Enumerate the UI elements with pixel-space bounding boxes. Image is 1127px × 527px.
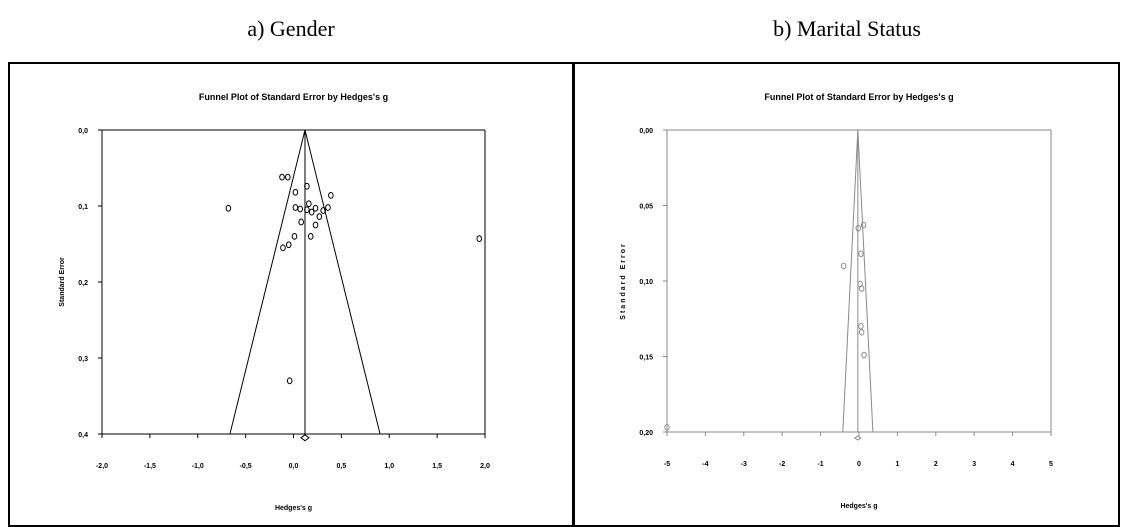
summary-diamond — [300, 434, 310, 442]
x-tick-label: 4 — [1011, 461, 1015, 468]
study-point — [292, 188, 299, 196]
x-tick-label: 2,0 — [480, 463, 490, 470]
x-axis-label: Hedges's g — [840, 503, 877, 510]
study-point — [291, 233, 298, 240]
funnel-plot-gender: Funnel Plot of Standard Error by Hedges'… — [8, 62, 574, 527]
study-point — [855, 224, 861, 232]
study-point — [325, 204, 331, 211]
funnel-right-line — [857, 129, 874, 433]
x-tick-label: -1 — [817, 461, 823, 468]
y-tick-label: 0,10 — [639, 279, 653, 286]
funnel-left-line — [842, 129, 859, 433]
study-point — [312, 204, 319, 212]
x-tick-label: 0,5 — [337, 463, 347, 470]
x-tick-label: 0,0 — [289, 463, 299, 470]
y-axis-label: Standard Error — [620, 242, 627, 319]
funnel-plot-gender-svg: Funnel Plot of Standard Error by Hedges'… — [59, 92, 490, 512]
summary-diamond — [853, 435, 862, 441]
x-tick-label: 5 — [1049, 461, 1053, 468]
funnel-right-line — [304, 129, 381, 435]
x-tick-label: -2,0 — [96, 463, 108, 470]
y-tick-label: 0,05 — [639, 204, 653, 211]
y-tick-label: 0,20 — [639, 430, 653, 437]
y-tick-label: 0,4 — [78, 432, 88, 439]
study-point — [284, 173, 291, 181]
x-tick-label: -0,5 — [240, 463, 252, 470]
study-point — [280, 244, 286, 252]
y-tick-label: 0,15 — [639, 355, 653, 362]
x-tick-label: 1,0 — [384, 463, 394, 470]
caption-gender: a) Gender — [247, 16, 335, 41]
study-point — [858, 285, 865, 292]
study-point — [279, 173, 285, 181]
study-point — [858, 329, 865, 336]
study-point — [297, 205, 304, 213]
study-point — [308, 208, 315, 216]
x-tick-label: 1 — [895, 461, 899, 468]
study-point — [307, 233, 314, 240]
x-tick-label: 3 — [972, 461, 976, 468]
study-point — [225, 204, 232, 212]
study-point — [328, 191, 334, 199]
study-point — [292, 204, 299, 211]
study-point — [285, 241, 292, 249]
study-point — [298, 218, 304, 226]
study-point — [320, 207, 326, 214]
chart-title: Funnel Plot of Standard Error by Hedges'… — [764, 92, 953, 102]
x-tick-label: -2 — [779, 461, 785, 468]
x-tick-label: 2 — [934, 461, 938, 468]
y-tick-label: 0,0 — [78, 128, 88, 135]
y-tick-label: 0,00 — [639, 128, 653, 135]
study-point — [858, 250, 864, 258]
study-point — [476, 235, 483, 243]
y-tick-label: 0,1 — [78, 204, 88, 211]
study-point — [316, 213, 323, 221]
x-tick-label: -4 — [702, 461, 708, 468]
study-point — [858, 323, 864, 330]
study-point — [286, 377, 293, 385]
funnel-plot-marital-status: Funnel Plot of Standard Error by Hedges'… — [574, 62, 1120, 527]
x-tick-label: -5 — [664, 461, 670, 468]
study-point — [312, 221, 319, 229]
y-tick-label: 0,3 — [78, 356, 88, 363]
caption-marital-status: b) Marital Status — [773, 16, 921, 41]
study-point — [860, 221, 867, 229]
study-point — [861, 351, 867, 359]
study-point — [840, 262, 847, 270]
x-axis-label: Hedges's g — [275, 505, 312, 512]
study-point — [664, 424, 670, 431]
study-point — [306, 200, 312, 208]
y-axis-label: Standard Error — [59, 257, 66, 307]
x-tick-label: 1,5 — [432, 463, 442, 470]
x-tick-label: 0 — [857, 461, 861, 468]
x-tick-label: -1,0 — [192, 463, 204, 470]
study-point — [304, 206, 310, 214]
x-tick-label: -1,5 — [144, 463, 156, 470]
funnel-left-line — [229, 129, 306, 435]
x-tick-label: -3 — [741, 461, 747, 468]
funnel-plot-marital-status-svg: Funnel Plot of Standard Error by Hedges'… — [620, 92, 1053, 510]
chart-title: Funnel Plot of Standard Error by Hedges'… — [199, 92, 388, 102]
study-point — [304, 182, 310, 190]
y-tick-label: 0,2 — [78, 280, 88, 287]
